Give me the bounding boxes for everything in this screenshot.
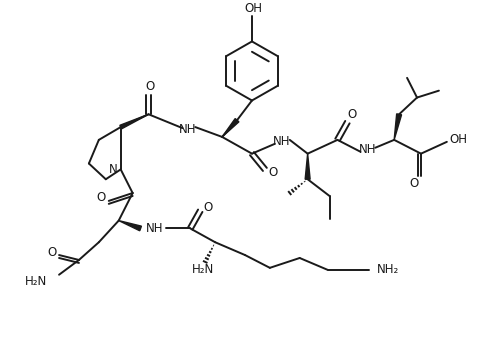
Text: NH: NH — [359, 143, 376, 156]
Polygon shape — [120, 114, 148, 129]
Polygon shape — [305, 154, 310, 179]
Text: O: O — [410, 177, 418, 190]
Polygon shape — [222, 119, 239, 137]
Text: NH: NH — [273, 135, 291, 148]
Polygon shape — [119, 221, 142, 231]
Text: H₂N: H₂N — [192, 263, 214, 276]
Text: OH: OH — [244, 2, 262, 16]
Text: H₂N: H₂N — [25, 275, 47, 288]
Text: NH₂: NH₂ — [377, 263, 399, 276]
Text: O: O — [348, 108, 357, 121]
Text: NH: NH — [178, 122, 196, 136]
Text: NH: NH — [146, 222, 163, 235]
Text: OH: OH — [450, 133, 468, 146]
Text: O: O — [48, 246, 57, 258]
Text: O: O — [203, 201, 213, 214]
Text: N: N — [108, 163, 117, 176]
Text: O: O — [145, 80, 154, 93]
Text: O: O — [96, 191, 105, 204]
Polygon shape — [394, 114, 402, 140]
Text: O: O — [268, 166, 277, 179]
